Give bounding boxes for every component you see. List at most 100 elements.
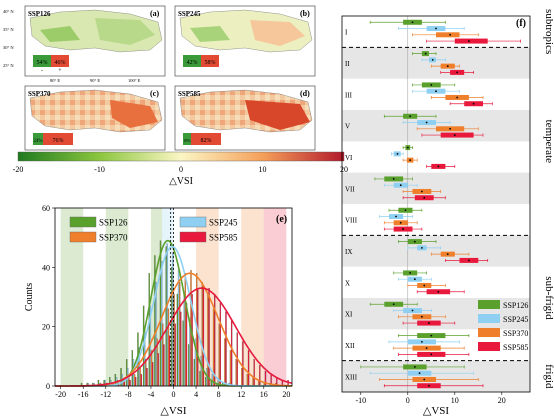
histogram-bar (139, 368, 141, 387)
map-panels: 54% 46% - + SSP126 (a) 40° N 35° N 30° N… (3, 5, 316, 151)
median-dot (456, 96, 459, 99)
panel-label-e: (e) (276, 214, 287, 225)
panel-label-d: (d) (300, 89, 310, 98)
box (436, 32, 460, 38)
median-dot (424, 52, 427, 55)
histogram-bar (180, 311, 182, 387)
histogram-bar (162, 323, 164, 387)
plot-frame (341, 15, 531, 393)
median-dot (409, 159, 412, 162)
row-label: VIII (345, 217, 358, 225)
histogram-bar (247, 350, 250, 387)
shaded-band (263, 208, 287, 386)
histogram-bar (148, 273, 150, 387)
median-dot (435, 27, 437, 30)
lon-label: 100° E (128, 78, 141, 83)
neg-pct-box (33, 133, 43, 145)
legend-swatch (179, 216, 207, 228)
median-dot (392, 303, 395, 306)
neg-pct-box (33, 55, 51, 67)
legend-label: SSP585 (503, 343, 528, 352)
row-label: XII (345, 342, 355, 350)
histogram-bar (241, 368, 243, 387)
median-dot (413, 240, 416, 243)
histogram-bar (159, 240, 162, 387)
minus-sign: - (41, 68, 43, 74)
histogram-bar (205, 377, 207, 387)
median-dot (423, 378, 426, 381)
shaded-band (105, 208, 129, 386)
median-dot (418, 372, 421, 375)
neg-pct-box (183, 133, 191, 145)
histogram-bar (253, 359, 255, 387)
map-panel-a: 54% 46% - + SSP126 (a) 40° N 35° N 30° N… (3, 5, 166, 83)
histogram-bar (246, 374, 249, 387)
histogram-bar (183, 293, 185, 387)
legend-label: SSP585 (209, 233, 238, 243)
histogram-bar (201, 282, 203, 387)
histogram-bar (218, 323, 220, 387)
histogram-bar (182, 320, 184, 387)
histogram-bar (157, 353, 159, 387)
map-tag: SSP245 (178, 10, 201, 18)
x-axis-label: △VSI (423, 405, 450, 417)
histogram-bar (185, 302, 188, 387)
colorbar-label: △VSI (169, 176, 193, 187)
x-tick-label: 4 (194, 390, 198, 399)
zone-label: sub-frigid (543, 276, 554, 320)
histogram-bar (125, 359, 128, 387)
median-dot (430, 334, 433, 337)
median-dot (446, 65, 449, 68)
histogram-bar (174, 323, 176, 387)
histogram-bar (184, 273, 187, 387)
x-tick-label: 0 (406, 396, 410, 405)
median-dot (425, 347, 428, 350)
histogram-bar (179, 282, 181, 387)
pos-pct-box (191, 133, 221, 145)
histogram-bar (219, 302, 221, 387)
histogram-bar (167, 308, 170, 387)
pos-pct-box (43, 133, 73, 145)
histogram-bar (252, 377, 254, 387)
row-label: IX (345, 248, 352, 256)
median-dot (411, 21, 414, 24)
histogram-bar (207, 293, 209, 387)
median-dot (449, 127, 451, 130)
histogram-bar (224, 338, 226, 387)
lat-label: 35° N (3, 27, 14, 32)
median-dot (406, 146, 409, 149)
y-tick-label: 0 (46, 382, 50, 391)
row-label: I (345, 29, 348, 37)
x-tick-label: 12 (237, 390, 245, 399)
median-dot (421, 190, 423, 193)
histogram-bar (208, 288, 210, 387)
histogram-bar (199, 371, 201, 387)
legend-label: SSP245 (209, 218, 238, 228)
median-dot (472, 102, 475, 105)
median-dot (428, 322, 430, 324)
median-dot (399, 184, 402, 187)
median-dot (404, 209, 407, 212)
lon-label: 90° E (90, 78, 100, 83)
legend-swatch (69, 231, 97, 243)
y-tick-label: 60 (42, 204, 50, 213)
neg-pct-label: 24% (33, 139, 42, 144)
median-dot (446, 253, 449, 256)
zone-label: frigid (543, 364, 554, 389)
histogram-bar (163, 344, 165, 387)
colorbar-tick: 10 (259, 165, 267, 174)
median-dot (430, 84, 433, 86)
row-band (342, 110, 530, 142)
lon-label: 80° E (50, 78, 60, 83)
median-dot (413, 278, 416, 281)
histogram-bar (200, 356, 202, 387)
median-dot (421, 315, 423, 318)
median-dot (453, 134, 456, 136)
box (440, 132, 474, 138)
median-dot (411, 309, 414, 312)
median-dot (392, 178, 395, 180)
row-label: III (345, 91, 353, 99)
legend-label: SSP126 (99, 218, 128, 228)
histogram-bar (188, 344, 190, 387)
x-tick-label: 0 (172, 390, 176, 399)
